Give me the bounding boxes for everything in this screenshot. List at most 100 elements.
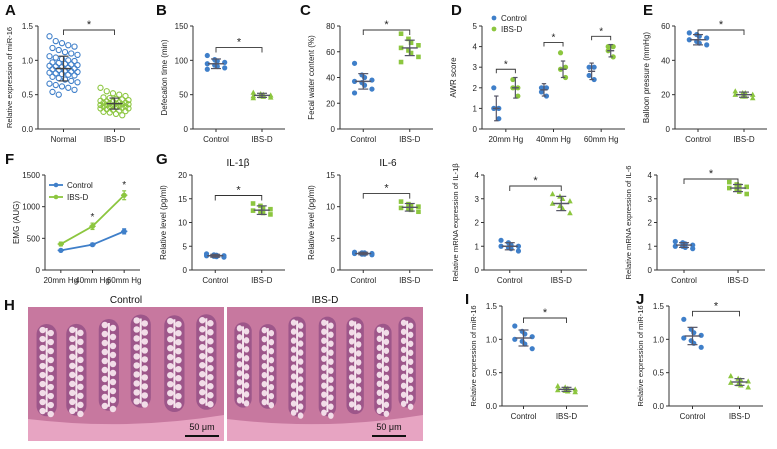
histology-goblet-cell (407, 403, 414, 410)
histology-goblet-cell (328, 367, 334, 374)
histology-goblet-cell (207, 356, 214, 363)
histology-goblet-cell (109, 369, 117, 377)
significance-bracket (215, 47, 263, 53)
data-point (222, 65, 228, 71)
data-point (690, 242, 696, 248)
significance-star: * (122, 180, 126, 191)
histology-goblet-cell (109, 333, 117, 341)
histology-goblet-cell (297, 412, 304, 419)
histology-goblet-cell (400, 328, 407, 335)
scale-bar-label-control: 50 μm (189, 422, 214, 432)
data-point (52, 70, 59, 77)
histology-goblet-cell (321, 364, 327, 371)
histology-goblet-cell (199, 389, 206, 396)
significance-star: * (384, 19, 389, 31)
data-point (728, 379, 734, 385)
y-tick-label: 3 (475, 195, 480, 204)
histology-goblet-cell (236, 352, 243, 359)
histology-goblet-cell (69, 380, 76, 388)
x-tick-label: IBS-D (551, 276, 573, 285)
data-point (727, 179, 732, 185)
data-point (109, 90, 117, 97)
histology-goblet-cell (243, 382, 250, 389)
histology-goblet-cell (199, 317, 206, 324)
significance-bracket (362, 29, 411, 35)
histology-goblet-cell (109, 378, 117, 386)
histology-goblet-cell (175, 365, 182, 373)
y-tick-label: 0 (473, 125, 478, 134)
histology-goblet-cell (175, 356, 182, 364)
data-point (529, 346, 535, 352)
x-tick-label: 60mm Hg (584, 135, 619, 144)
histology-goblet-cell (321, 355, 327, 362)
histology-goblet-cell (328, 376, 334, 383)
histology-goblet-cell (297, 403, 304, 410)
y-tick-label: 1000 (22, 203, 40, 212)
histology-goblet-cell (207, 338, 214, 345)
data-point (398, 59, 404, 65)
histology-goblet-cell (355, 377, 362, 384)
chart-g1: 0 5 10 15 20 Control IBS-D Relative level (pg/m… (156, 151, 285, 285)
histology-goblet-cell (348, 374, 355, 381)
y-tick-label: 1.5 (653, 302, 665, 311)
x-tick-label: IBS-D (399, 276, 421, 285)
histology-goblet-cell (290, 409, 297, 416)
histology-goblet-cell (69, 389, 76, 397)
histology-goblet-cell (199, 371, 206, 378)
chart-j: 0.0 0.5 1.0 1.5 Control IBS-D Relative express… (636, 291, 763, 421)
y-axis-label: EMG (AUG) (12, 201, 21, 244)
histology-goblet-cell (400, 346, 407, 353)
histology-goblet-cell (290, 337, 297, 344)
significance-bracket (63, 29, 115, 35)
data-point (204, 66, 210, 72)
y-tick-label: 40 (661, 56, 670, 65)
y-tick-label: 0.5 (653, 369, 665, 378)
data-point (744, 191, 749, 197)
data-point (46, 53, 53, 60)
histology-goblet-cell (175, 383, 182, 391)
data-point (351, 90, 358, 96)
x-tick-label: Control (497, 276, 523, 285)
data-point (408, 207, 414, 213)
chart-d: 0 1 2 3 4 5 20mm Hg 40mm Hg 60mm Hg AWR score D * * *… (449, 2, 625, 144)
histology-goblet-cell (290, 364, 297, 371)
y-tick-label: 2 (648, 219, 653, 228)
histology-goblet-cell (328, 412, 334, 419)
y-axis-label: AWR score (449, 57, 458, 98)
histology-goblet-cell (355, 404, 362, 411)
panel-label-h: H (4, 297, 15, 314)
data-point (515, 243, 522, 249)
histology-goblet-cell (47, 365, 54, 373)
significance-star: * (719, 19, 724, 31)
histology-goblet-cell (348, 401, 355, 408)
histology-goblet-cell (328, 385, 334, 392)
histology-goblet-cell (77, 410, 84, 418)
histology-goblet-cell (376, 389, 383, 396)
y-tick-label: 0.0 (653, 402, 665, 411)
data-point (416, 43, 421, 48)
x-tick-label: IBS-D (251, 276, 273, 285)
histology-goblet-cell (39, 362, 46, 370)
histology-goblet-cell (321, 328, 327, 335)
y-tick-label: 5 (331, 234, 336, 243)
histology-goblet-cell (407, 376, 414, 383)
chart-g3: 0 1 2 3 4 Control IBS-D Relative mRNA expressio… (451, 163, 587, 285)
y-tick-label: 1.0 (486, 335, 498, 344)
histology-goblet-cell (328, 394, 334, 401)
histology-tissue (227, 307, 423, 441)
significance-bracket (362, 193, 411, 199)
data-point (491, 85, 497, 91)
histology-goblet-cell (400, 391, 407, 398)
histology-goblet-cell (199, 335, 206, 342)
x-tick-label: 40mm Hg (536, 135, 571, 144)
x-tick-label: IBS-D (729, 412, 751, 421)
histology-goblet-cell (69, 398, 76, 406)
y-tick-label: 0 (183, 266, 188, 275)
histology-goblet-cell (261, 389, 268, 397)
y-axis-label: Balloon pressure (mmHg) (642, 32, 651, 123)
data-point (538, 85, 545, 91)
data-point (749, 95, 756, 101)
data-point (52, 81, 59, 89)
histology-goblet-cell (207, 329, 214, 336)
y-tick-label: 80 (326, 22, 335, 31)
